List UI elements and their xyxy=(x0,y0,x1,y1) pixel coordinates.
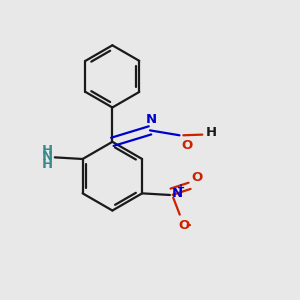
Text: N: N xyxy=(146,113,157,126)
Text: +: + xyxy=(177,183,185,194)
Text: O: O xyxy=(182,139,193,152)
Text: O: O xyxy=(178,218,189,232)
Text: O: O xyxy=(192,171,203,184)
Text: H: H xyxy=(42,158,53,171)
Text: -: - xyxy=(186,218,191,232)
Text: N: N xyxy=(172,187,183,200)
Text: H: H xyxy=(206,127,217,140)
Text: N: N xyxy=(42,150,53,163)
Text: H: H xyxy=(42,144,53,157)
